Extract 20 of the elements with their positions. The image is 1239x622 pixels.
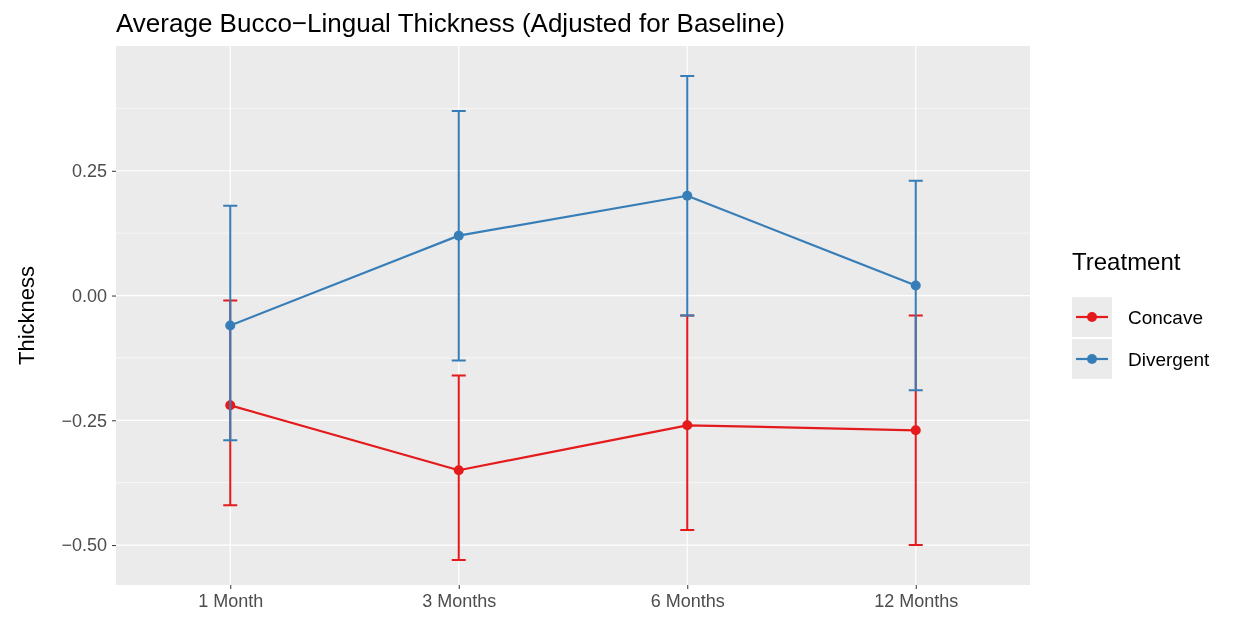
point (225, 320, 236, 331)
legend-label: Concave (1128, 307, 1203, 328)
legend-title: Treatment (1072, 248, 1181, 275)
y-tick-label: 0.00 (71, 285, 107, 306)
y-tick-label: 0.25 (71, 161, 107, 182)
chart-title: Average Bucco−Lingual Thickness (Adjusted for Baseline) (116, 8, 785, 38)
point (682, 190, 693, 201)
y-axis-title: Thickness (14, 265, 39, 366)
point (453, 230, 464, 241)
x-tick-label: 6 Months (650, 590, 725, 611)
point (910, 280, 921, 291)
y-tick-label: −0.50 (61, 535, 107, 556)
x-tick-label: 3 Months (422, 590, 497, 611)
point (453, 465, 464, 476)
point (910, 425, 921, 436)
y-tick-label: −0.25 (61, 410, 107, 431)
x-tick-label: 1 Month (198, 590, 264, 611)
legend-label: Divergent (1128, 349, 1211, 370)
x-tick-label: 12 Months (874, 590, 959, 611)
point (682, 420, 693, 431)
